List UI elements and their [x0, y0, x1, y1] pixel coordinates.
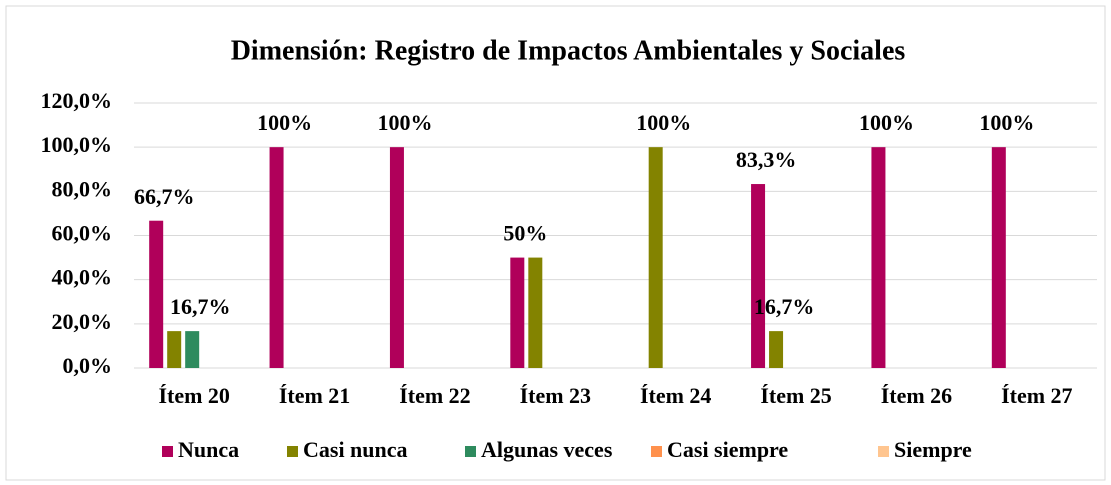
y-tick-label: 40,0%	[52, 265, 113, 290]
legend-label: Siempre	[894, 437, 972, 462]
data-label: 16,7%	[170, 294, 231, 319]
chart-title: Dimensión: Registro de Impactos Ambienta…	[231, 35, 906, 66]
data-label: 100%	[257, 110, 312, 135]
x-tick-label: Ítem 22	[399, 383, 470, 408]
y-tick-label: 80,0%	[52, 176, 113, 201]
bar	[991, 147, 1006, 368]
bar	[871, 147, 886, 368]
x-tick-label: Ítem 21	[279, 383, 350, 408]
bar	[149, 220, 164, 368]
bar	[648, 147, 663, 368]
bar	[269, 147, 284, 368]
data-label: 83,3%	[736, 147, 797, 172]
x-tick-label: Ítem 27	[1001, 383, 1072, 408]
legend-swatch	[162, 446, 173, 457]
y-tick-label: 100,0%	[41, 132, 113, 157]
bar	[528, 257, 543, 368]
legend-swatch	[287, 446, 298, 457]
y-tick-label: 0,0%	[63, 353, 113, 378]
x-tick-label: Ítem 26	[881, 383, 952, 408]
bar	[167, 331, 182, 368]
legend-swatch	[651, 446, 662, 457]
bar	[769, 331, 784, 368]
y-tick-label: 120,0%	[41, 88, 113, 113]
y-tick-label: 60,0%	[52, 221, 113, 246]
data-label: 100%	[979, 110, 1034, 135]
bar	[751, 184, 766, 368]
x-tick-label: Ítem 20	[158, 383, 229, 408]
data-label: 16,7%	[754, 294, 815, 319]
data-label: 66,7%	[134, 184, 195, 209]
bar	[510, 257, 525, 368]
y-tick-label: 20,0%	[52, 309, 113, 334]
x-tick-label: Ítem 23	[520, 383, 591, 408]
data-label: 100%	[377, 110, 432, 135]
legend-label: Nunca	[178, 437, 239, 462]
data-label: 100%	[636, 110, 691, 135]
bar	[389, 147, 404, 368]
legend-label: Algunas veces	[481, 437, 613, 462]
legend-swatch	[465, 446, 476, 457]
data-label: 50%	[503, 221, 547, 246]
x-tick-label: Ítem 25	[760, 383, 831, 408]
bar	[185, 331, 200, 368]
chart-border	[5, 5, 1106, 481]
legend-swatch	[878, 446, 889, 457]
data-label: 100%	[859, 110, 914, 135]
legend-label: Casi siempre	[667, 437, 788, 462]
legend-label: Casi nunca	[303, 437, 408, 462]
x-tick-label: Ítem 24	[640, 383, 711, 408]
